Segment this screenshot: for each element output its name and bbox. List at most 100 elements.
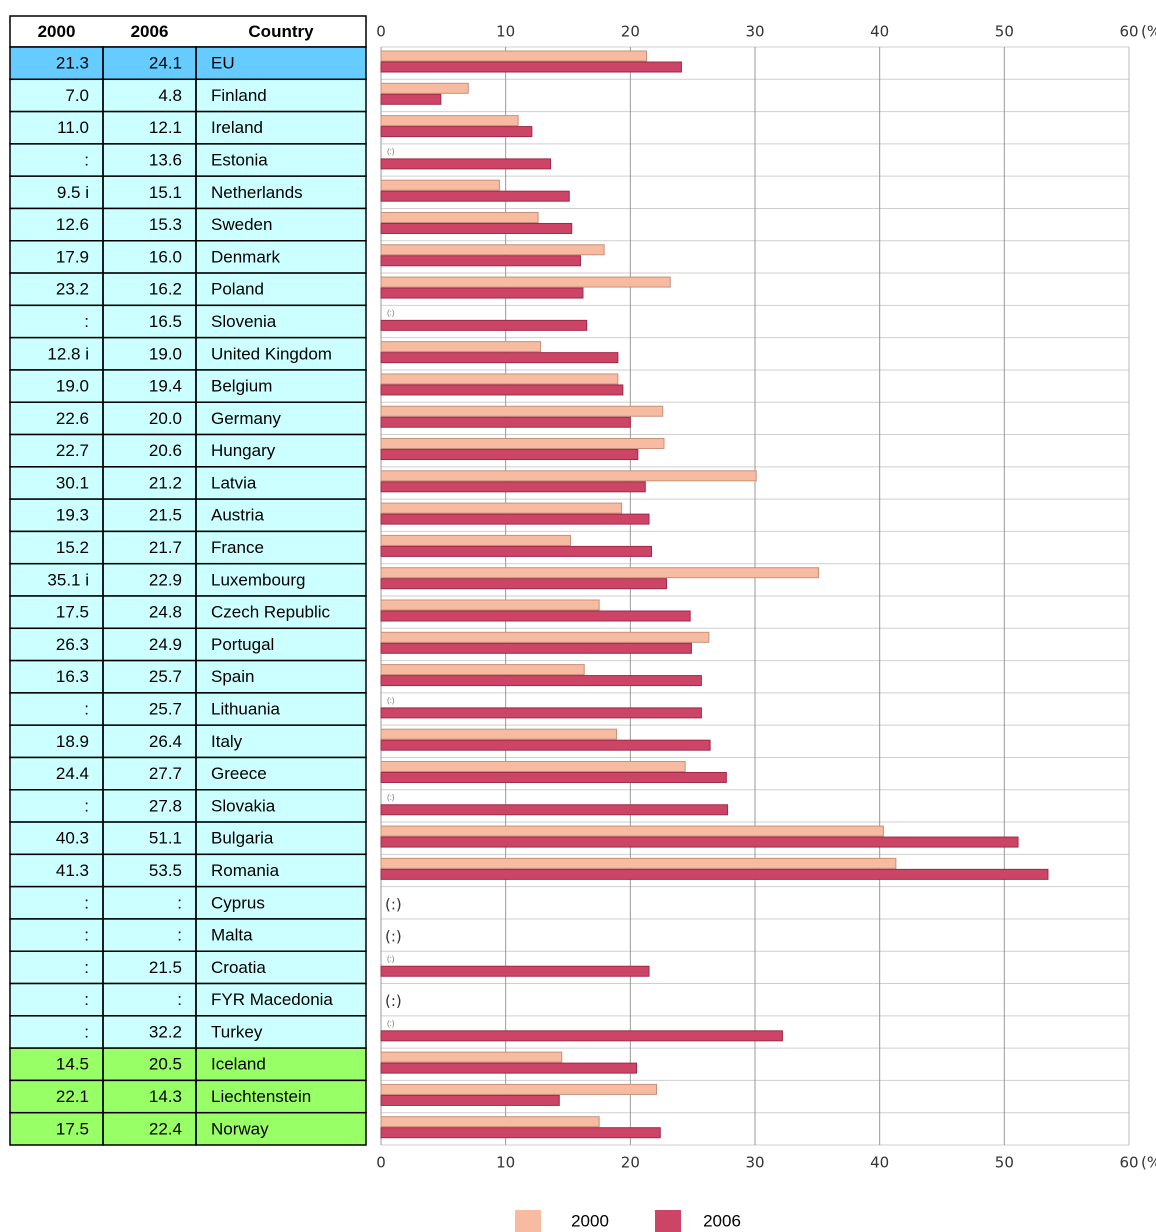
bar	[380, 728, 618, 740]
bar	[380, 760, 686, 772]
table-row	[10, 434, 366, 467]
table-value: 16.3	[56, 667, 89, 686]
country-label: Denmark	[211, 247, 280, 266]
table-row	[10, 402, 366, 435]
country-label: Sweden	[211, 215, 272, 234]
table-value: 19.4	[149, 377, 182, 396]
table-value: 16.5	[149, 312, 182, 331]
missing-label: (:)	[385, 895, 402, 913]
country-label: Portugal	[211, 635, 274, 654]
table-value: 14.3	[149, 1087, 182, 1106]
table-value: :	[84, 312, 89, 331]
missing-label: (:)	[387, 954, 395, 963]
x-tick-label: 20	[621, 23, 640, 41]
bar	[380, 631, 710, 643]
bar	[380, 126, 533, 138]
bar	[380, 675, 702, 687]
table-value: 24.9	[149, 635, 182, 654]
table-value: 19.0	[149, 344, 182, 363]
legend-swatch	[655, 1210, 681, 1232]
table-row	[10, 79, 366, 112]
table-row	[10, 1048, 366, 1081]
table-row	[10, 1080, 366, 1113]
bar	[380, 1051, 563, 1063]
x-tick-label: 30	[745, 23, 764, 41]
table-value: 15.1	[149, 183, 182, 202]
table-value: 25.7	[149, 667, 182, 686]
table-value: 19.3	[56, 506, 89, 525]
table-value: 35.1 i	[47, 570, 89, 589]
x-tick-label: 40	[870, 23, 889, 41]
bar	[380, 664, 585, 676]
x-tick-label: 0	[376, 1154, 386, 1172]
bar	[380, 115, 519, 127]
table-value: 20.0	[149, 409, 182, 428]
legend-label: 2006	[703, 1211, 741, 1230]
table-value: 16.2	[149, 280, 182, 299]
table-row	[10, 983, 366, 1016]
bar	[380, 384, 624, 396]
table-row	[10, 822, 366, 855]
country-label: Slovakia	[211, 796, 276, 815]
table-value: 23.2	[56, 280, 89, 299]
missing-label: (:)	[387, 147, 395, 156]
table-value: 26.4	[149, 732, 182, 751]
bar	[380, 545, 653, 557]
country-label: EU	[211, 54, 235, 73]
missing-label: (:)	[385, 992, 402, 1010]
country-label: Poland	[211, 280, 264, 299]
bar	[380, 276, 671, 288]
bar	[380, 82, 469, 94]
bar	[380, 610, 691, 622]
x-tick-label: 60	[1119, 1154, 1138, 1172]
table-value: 30.1	[56, 473, 89, 492]
country-label: Luxembourg	[211, 570, 306, 589]
table-row	[10, 176, 366, 209]
table-value: 17.5	[56, 1119, 89, 1138]
bar	[380, 470, 757, 482]
bar	[380, 341, 542, 353]
country-label: Belgium	[211, 377, 272, 396]
bar	[380, 50, 648, 62]
table-value: :	[84, 151, 89, 170]
bar	[380, 965, 650, 977]
bar	[380, 1083, 658, 1095]
country-label: Latvia	[211, 473, 257, 492]
bar	[380, 438, 665, 450]
country-label: Finland	[211, 86, 267, 105]
missing-label: (:)	[387, 1019, 395, 1028]
bar	[380, 211, 539, 223]
table-value: 18.9	[56, 732, 89, 751]
country-label: Bulgaria	[211, 829, 274, 848]
table-value: :	[84, 893, 89, 912]
country-label: Cyprus	[211, 893, 265, 912]
table-value: 27.8	[149, 796, 182, 815]
bar	[380, 481, 646, 493]
country-label: Spain	[211, 667, 254, 686]
table-value: 22.6	[56, 409, 89, 428]
table-value: 41.3	[56, 861, 89, 880]
country-label: Slovenia	[211, 312, 277, 331]
table-value: 4.8	[158, 86, 182, 105]
bar	[380, 352, 619, 364]
bar	[380, 449, 639, 461]
x-tick-label: 50	[995, 1154, 1014, 1172]
table-row	[10, 47, 366, 80]
table-row	[10, 1112, 366, 1145]
table-value: 21.5	[149, 506, 182, 525]
missing-label: (:)	[387, 696, 395, 705]
missing-label: (:)	[387, 793, 395, 802]
table-value: :	[84, 796, 89, 815]
table-value: 27.7	[149, 764, 182, 783]
bar	[380, 1116, 600, 1128]
table-row	[10, 563, 366, 596]
table-value: 9.5 i	[57, 183, 89, 202]
x-tick-label: 60	[1119, 23, 1138, 41]
bar	[380, 1094, 560, 1106]
bar	[380, 222, 573, 234]
bar	[380, 179, 500, 191]
legend-swatch	[515, 1210, 541, 1232]
country-label: Lithuania	[211, 700, 281, 719]
table-row	[10, 596, 366, 629]
table-value: 14.5	[56, 1055, 89, 1074]
